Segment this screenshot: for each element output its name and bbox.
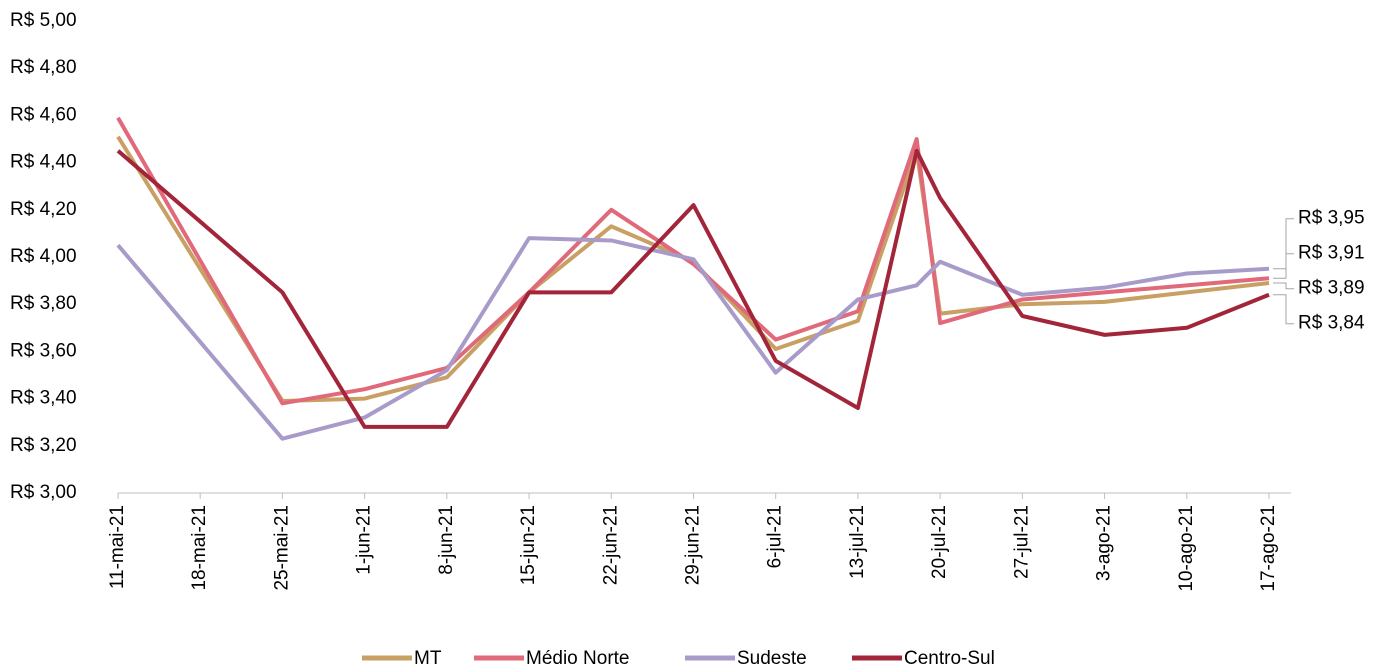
x-tick-label: 27-jul-21 xyxy=(1011,505,1032,579)
leader-line xyxy=(1273,253,1294,279)
x-tick-label: 15-jun-21 xyxy=(518,505,539,585)
x-tick-label: 10-ago-21 xyxy=(1176,505,1197,592)
end-label: R$ 3,91 xyxy=(1298,243,1365,264)
series-line xyxy=(116,116,1270,406)
y-tick-label: R$ 3,40 xyxy=(10,388,77,409)
y-tick-label: R$ 3,00 xyxy=(10,482,77,503)
x-tick-label: 22-jun-21 xyxy=(600,505,621,585)
leader-line xyxy=(1273,294,1294,325)
end-label: R$ 3,89 xyxy=(1298,278,1365,299)
legend-label: Centro-Sul xyxy=(904,648,995,669)
x-tick-label: 25-mai-21 xyxy=(271,505,292,591)
y-tick-label: R$ 4,60 xyxy=(10,104,77,125)
x-tick-label: 20-jul-21 xyxy=(929,505,950,579)
x-tick-label: 1-jun-21 xyxy=(354,505,375,575)
end-label: R$ 3,95 xyxy=(1298,208,1365,229)
x-tick-label: 8-jun-21 xyxy=(436,505,457,575)
series-line xyxy=(116,236,1270,441)
y-tick-label: R$ 4,00 xyxy=(10,246,77,267)
x-tick-label: 3-ago-21 xyxy=(1094,505,1115,581)
y-tick-label: R$ 3,80 xyxy=(10,293,77,314)
x-tick-label: 6-jul-21 xyxy=(765,505,786,568)
y-tick-label: R$ 3,20 xyxy=(10,435,77,456)
series-line xyxy=(116,148,1270,429)
x-tick-label: 13-jul-21 xyxy=(847,505,868,579)
legend-label: MT xyxy=(414,648,442,669)
x-tick-label: 11-mai-21 xyxy=(107,505,128,589)
y-tick-label: R$ 4,40 xyxy=(10,152,77,173)
end-label: R$ 3,84 xyxy=(1298,313,1365,334)
y-tick-label: R$ 5,00 xyxy=(10,10,77,31)
series-line xyxy=(116,135,1270,403)
x-tick-label: 29-jun-21 xyxy=(683,505,704,585)
y-tick-label: R$ 4,20 xyxy=(10,199,77,220)
legend-label: Médio Norte xyxy=(526,648,630,669)
leader-line xyxy=(1273,282,1294,290)
y-tick-label: R$ 4,80 xyxy=(10,57,77,78)
legend-label: Sudeste xyxy=(737,648,807,669)
x-tick-label: 18-mai-21 xyxy=(189,505,210,591)
x-tick-label: 17-ago-21 xyxy=(1258,505,1279,592)
y-tick-label: R$ 3,60 xyxy=(10,340,77,361)
leader-line xyxy=(1273,218,1294,270)
